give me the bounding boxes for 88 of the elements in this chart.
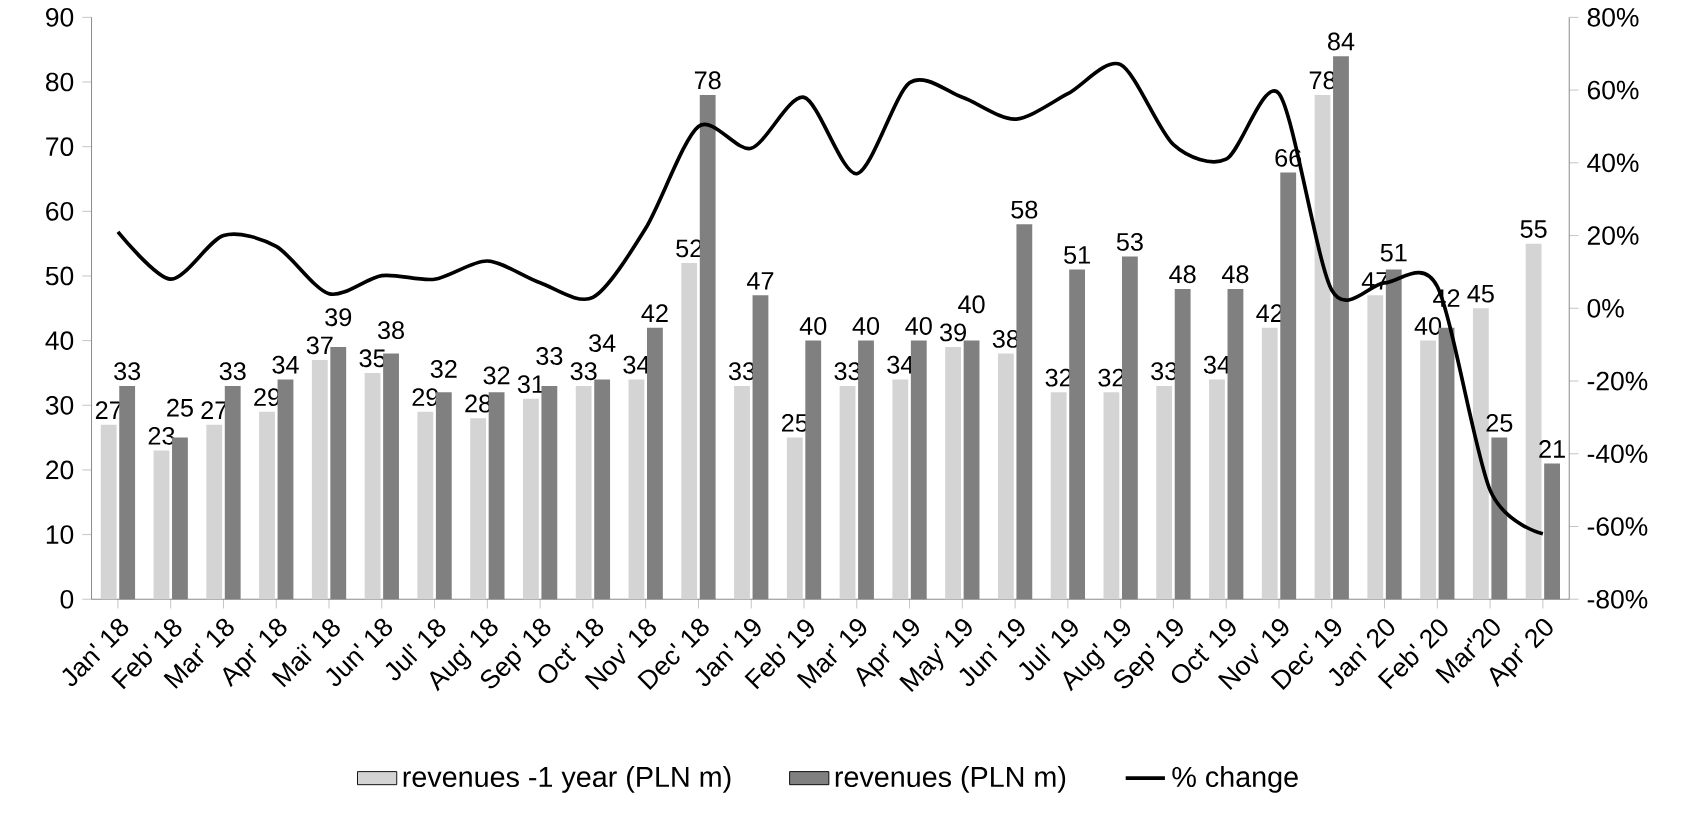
y-tick-label: 0	[60, 589, 74, 609]
data-label: 34	[1203, 355, 1231, 374]
legend-label: revenues -1 year (PLN m)	[403, 766, 731, 793]
bar	[206, 424, 223, 600]
bar	[1420, 340, 1436, 600]
bar	[522, 398, 539, 600]
data-label: 55	[1520, 220, 1547, 238]
y2-tick-label: 20%	[1587, 226, 1639, 245]
data-label: 45	[1467, 284, 1494, 303]
bar	[681, 263, 698, 600]
legend-label: % change	[1172, 766, 1298, 793]
bar	[311, 360, 328, 600]
bar	[364, 372, 381, 600]
data-label: 40	[958, 295, 985, 314]
bar	[259, 411, 275, 600]
data-label: 53	[1116, 232, 1143, 251]
data-label: 47	[746, 272, 774, 290]
y2-tick-label: -80%	[1587, 589, 1648, 609]
data-label: 25	[1486, 413, 1513, 432]
data-label: 33	[114, 362, 141, 381]
data-label: 48	[1169, 265, 1196, 284]
data-label: 32	[1045, 368, 1072, 387]
y-tick-label: 40	[45, 331, 74, 350]
bar	[1261, 327, 1278, 600]
bar	[100, 424, 117, 600]
y2-tick-label: 40%	[1587, 153, 1639, 173]
y-tick-label: 10	[46, 525, 74, 544]
bar	[575, 385, 592, 600]
data-label: 40	[799, 317, 827, 335]
data-label: 32	[483, 366, 510, 385]
y-tick-label: 30	[45, 395, 74, 415]
legend-label: revenues (PLN m)	[835, 766, 1066, 793]
data-label: 35	[359, 349, 386, 368]
bar	[1209, 379, 1225, 600]
data-label: 33	[219, 362, 246, 381]
y2-tick-label: 60%	[1587, 80, 1639, 100]
bar	[470, 418, 487, 600]
y2-tick-label: -20%	[1587, 371, 1648, 391]
data-label: 58	[1011, 200, 1038, 219]
bar	[786, 437, 803, 600]
y2-tick-label: 80%	[1587, 7, 1639, 27]
bar	[892, 379, 909, 600]
y-tick-label: 60	[46, 201, 74, 221]
bar	[997, 353, 1014, 600]
data-label: 39	[940, 323, 966, 342]
y2-tick-label: -60%	[1587, 517, 1648, 536]
data-label: 27	[95, 401, 122, 419]
data-label: 34	[887, 355, 914, 374]
bar	[1103, 392, 1120, 600]
data-label: 40	[905, 317, 932, 335]
data-label: 38	[377, 321, 404, 340]
data-label: 37	[306, 336, 333, 355]
bar	[1050, 392, 1067, 600]
bar	[839, 385, 856, 600]
data-label: 34	[623, 355, 650, 374]
y-tick-label: 50	[45, 266, 74, 286]
data-label: 42	[641, 304, 668, 322]
data-label: 39	[325, 308, 352, 327]
data-label: 21	[1539, 440, 1565, 458]
bar	[1314, 94, 1331, 600]
data-label: 23	[148, 426, 175, 445]
data-label: 34	[589, 334, 616, 353]
data-label: 33	[536, 347, 563, 365]
bar	[417, 411, 434, 600]
data-label: 51	[1380, 243, 1407, 262]
data-label: 33	[570, 362, 597, 381]
data-label: 32	[430, 360, 457, 378]
data-label: 48	[1221, 265, 1249, 284]
bar	[945, 347, 962, 600]
y-tick-label: 90	[46, 7, 74, 27]
y2-tick-label: -40%	[1587, 444, 1648, 464]
data-label: 31	[517, 375, 544, 394]
y-tick-label: 80	[45, 72, 74, 92]
data-label: 34	[272, 355, 299, 374]
data-label: 84	[1328, 32, 1355, 51]
data-label: 40	[1414, 317, 1442, 335]
data-label: 40	[852, 317, 880, 335]
y-tick-label: 20	[46, 460, 74, 480]
bar	[628, 379, 645, 600]
bar	[734, 385, 750, 600]
bar	[1367, 295, 1384, 600]
data-label: 51	[1064, 246, 1090, 264]
bar	[153, 450, 170, 600]
data-label: 78	[694, 71, 721, 90]
y-tick-label: 70	[46, 137, 74, 157]
bar	[1156, 385, 1173, 600]
data-label: 25	[167, 398, 193, 417]
y2-tick-label: 0%	[1587, 298, 1624, 318]
